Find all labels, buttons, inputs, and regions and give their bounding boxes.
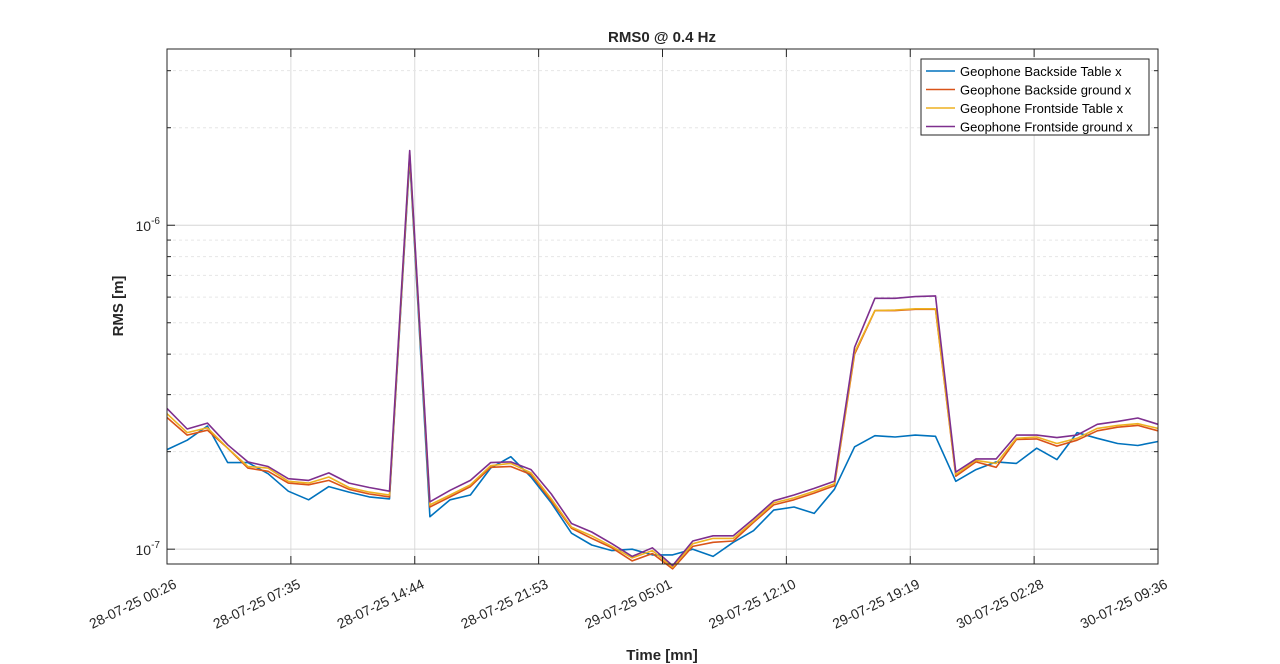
legend-label: Geophone Backside ground x	[960, 83, 1132, 98]
x-axis-label: Time [mn]	[626, 647, 697, 664]
y-axis-label: RMS [m]	[110, 276, 127, 337]
chart-title: RMS0 @ 0.4 Hz	[608, 29, 716, 46]
y-tick-labels: 10-7 10-6	[136, 216, 161, 558]
y-tick-label: 10-6	[136, 216, 161, 234]
legend-box	[920, 58, 1150, 136]
legend: Geophone Backside Table x Geophone Backsi…	[920, 58, 1150, 136]
legend-label: Geophone Frontside ground x	[960, 120, 1133, 135]
legend-label: Geophone Frontside Table x	[960, 101, 1124, 116]
grid	[167, 49, 1158, 565]
ticks	[166, 49, 1159, 565]
legend-label: Geophone Backside Table x	[960, 64, 1122, 79]
y-tick-label: 10-7	[136, 540, 161, 558]
